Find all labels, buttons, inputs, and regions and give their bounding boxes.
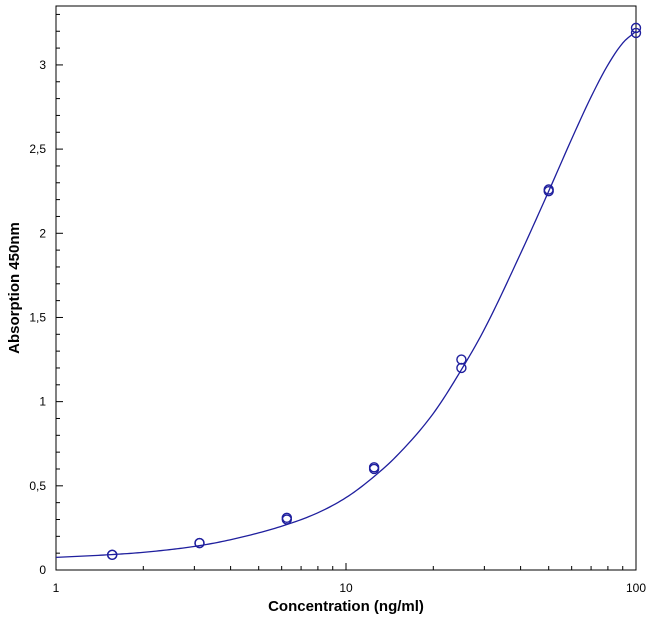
y-tick-label: 1	[39, 395, 46, 409]
x-axis-label: Concentration (ng/ml)	[268, 598, 424, 615]
data-point	[368, 463, 380, 475]
y-tick-label: 0	[39, 563, 46, 577]
data-point	[194, 537, 205, 549]
data-point	[281, 514, 293, 525]
y-tick-label: 1,5	[29, 310, 46, 324]
x-tick-label: 10	[339, 581, 353, 595]
x-tick-label: 1	[53, 581, 60, 595]
y-axis-label: Absorption 450nm	[6, 222, 23, 354]
data-point	[107, 549, 118, 561]
y-axis-ticks: 0 0,5 1 1,5 2 2,5 3	[29, 13, 63, 577]
data-points-layer	[107, 22, 642, 561]
y-tick-label: 2	[39, 226, 46, 240]
fit-curve-layer	[55, 30, 637, 559]
y-tick-label: 0,5	[29, 479, 46, 493]
data-point	[456, 362, 467, 374]
x-tick-label: 100	[626, 581, 646, 595]
y-tick-label: 2,5	[29, 142, 46, 156]
plot-frame	[55, 5, 637, 571]
data-point	[630, 22, 642, 34]
fit-curve	[55, 30, 637, 559]
y-tick-label: 3	[39, 58, 46, 72]
data-point	[630, 27, 642, 39]
x-axis-ticks: 1 10 100	[53, 563, 646, 595]
data-point	[543, 185, 554, 197]
